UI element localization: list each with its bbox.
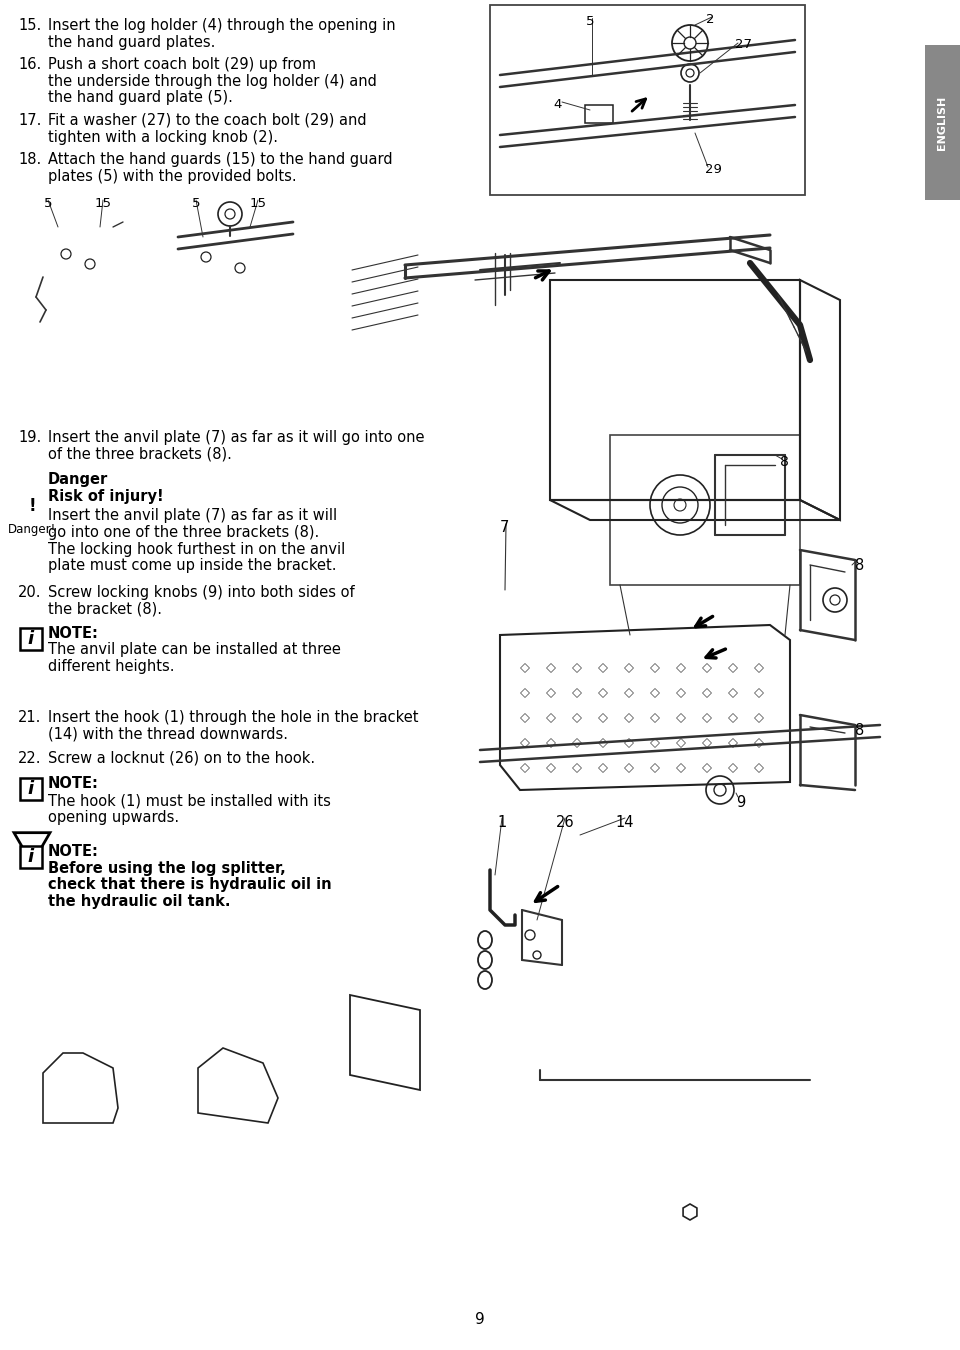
Text: 27: 27 (735, 38, 752, 51)
Text: Insert the hook (1) through the hole in the bracket: Insert the hook (1) through the hole in … (48, 710, 419, 725)
Text: Push a short coach bolt (29) up from: Push a short coach bolt (29) up from (48, 57, 316, 72)
Text: 5: 5 (44, 197, 52, 211)
Text: 8: 8 (780, 455, 789, 468)
Text: i: i (28, 630, 34, 648)
Text: !: ! (28, 497, 36, 514)
Text: Screw locking knobs (9) into both sides of: Screw locking knobs (9) into both sides … (48, 585, 354, 599)
Text: Insert the anvil plate (7) as far as it will go into one: Insert the anvil plate (7) as far as it … (48, 431, 424, 446)
Text: 18.: 18. (18, 153, 41, 167)
Text: 1: 1 (497, 815, 507, 830)
Text: 8: 8 (855, 558, 864, 572)
Text: Danger!: Danger! (8, 524, 56, 536)
FancyBboxPatch shape (610, 435, 800, 585)
Text: The hook (1) must be installed with its: The hook (1) must be installed with its (48, 792, 331, 809)
Text: 5: 5 (192, 197, 201, 211)
Text: 8: 8 (855, 724, 864, 738)
FancyBboxPatch shape (20, 846, 42, 868)
Text: Before using the log splitter,: Before using the log splitter, (48, 861, 286, 876)
Text: the bracket (8).: the bracket (8). (48, 601, 162, 617)
Text: plates (5) with the provided bolts.: plates (5) with the provided bolts. (48, 169, 297, 184)
Text: Insert the log holder (4) through the opening in: Insert the log holder (4) through the op… (48, 18, 396, 32)
FancyBboxPatch shape (20, 779, 42, 801)
Text: The locking hook furthest in on the anvil: The locking hook furthest in on the anvi… (48, 541, 346, 556)
Text: Danger: Danger (48, 472, 108, 487)
Text: Attach the hand guards (15) to the hand guard: Attach the hand guards (15) to the hand … (48, 153, 393, 167)
Text: The anvil plate can be installed at three: The anvil plate can be installed at thre… (48, 643, 341, 657)
Text: the hand guard plates.: the hand guard plates. (48, 35, 215, 50)
Text: tighten with a locking knob (2).: tighten with a locking knob (2). (48, 130, 278, 144)
Text: opening upwards.: opening upwards. (48, 810, 180, 825)
Text: the hydraulic oil tank.: the hydraulic oil tank. (48, 894, 230, 909)
Text: 15: 15 (94, 197, 111, 211)
Text: NOTE:: NOTE: (48, 844, 99, 859)
Text: Screw a locknut (26) on to the hook.: Screw a locknut (26) on to the hook. (48, 751, 315, 765)
Text: 16.: 16. (18, 57, 41, 72)
Text: 2: 2 (706, 14, 714, 26)
Text: different heights.: different heights. (48, 659, 175, 674)
Text: 15.: 15. (18, 18, 41, 32)
Text: Fit a washer (27) to the coach bolt (29) and: Fit a washer (27) to the coach bolt (29)… (48, 113, 367, 128)
Text: 19.: 19. (18, 431, 41, 446)
Text: check that there is hydraulic oil in: check that there is hydraulic oil in (48, 878, 331, 892)
Text: Risk of injury!: Risk of injury! (48, 489, 163, 504)
Text: of the three brackets (8).: of the three brackets (8). (48, 447, 232, 462)
FancyBboxPatch shape (490, 5, 805, 194)
Text: NOTE:: NOTE: (48, 776, 99, 791)
Text: i: i (28, 780, 34, 798)
Text: plate must come up inside the bracket.: plate must come up inside the bracket. (48, 558, 337, 574)
Text: NOTE:: NOTE: (48, 626, 99, 641)
Text: 4: 4 (554, 99, 563, 111)
Text: ENGLISH: ENGLISH (938, 96, 948, 150)
Text: 20.: 20. (18, 585, 41, 599)
Text: Insert the anvil plate (7) as far as it will: Insert the anvil plate (7) as far as it … (48, 509, 337, 524)
Text: i: i (28, 848, 34, 867)
Text: 22.: 22. (18, 751, 41, 765)
Text: 17.: 17. (18, 113, 41, 128)
FancyBboxPatch shape (585, 105, 613, 123)
Text: 29: 29 (705, 163, 722, 176)
Text: 26: 26 (556, 815, 574, 830)
Text: the hand guard plate (5).: the hand guard plate (5). (48, 90, 233, 105)
Text: 7: 7 (500, 520, 510, 535)
Text: 9: 9 (736, 795, 745, 810)
Text: 9: 9 (475, 1312, 485, 1327)
Text: 14: 14 (615, 815, 635, 830)
Text: go into one of the three brackets (8).: go into one of the three brackets (8). (48, 525, 320, 540)
Text: the underside through the log holder (4) and: the underside through the log holder (4)… (48, 74, 377, 89)
Text: (14) with the thread downwards.: (14) with the thread downwards. (48, 726, 288, 741)
FancyBboxPatch shape (925, 45, 960, 200)
FancyBboxPatch shape (20, 628, 42, 649)
Circle shape (684, 36, 696, 49)
Text: 21.: 21. (18, 710, 41, 725)
Text: 5: 5 (586, 15, 594, 28)
Text: 15: 15 (250, 197, 267, 211)
